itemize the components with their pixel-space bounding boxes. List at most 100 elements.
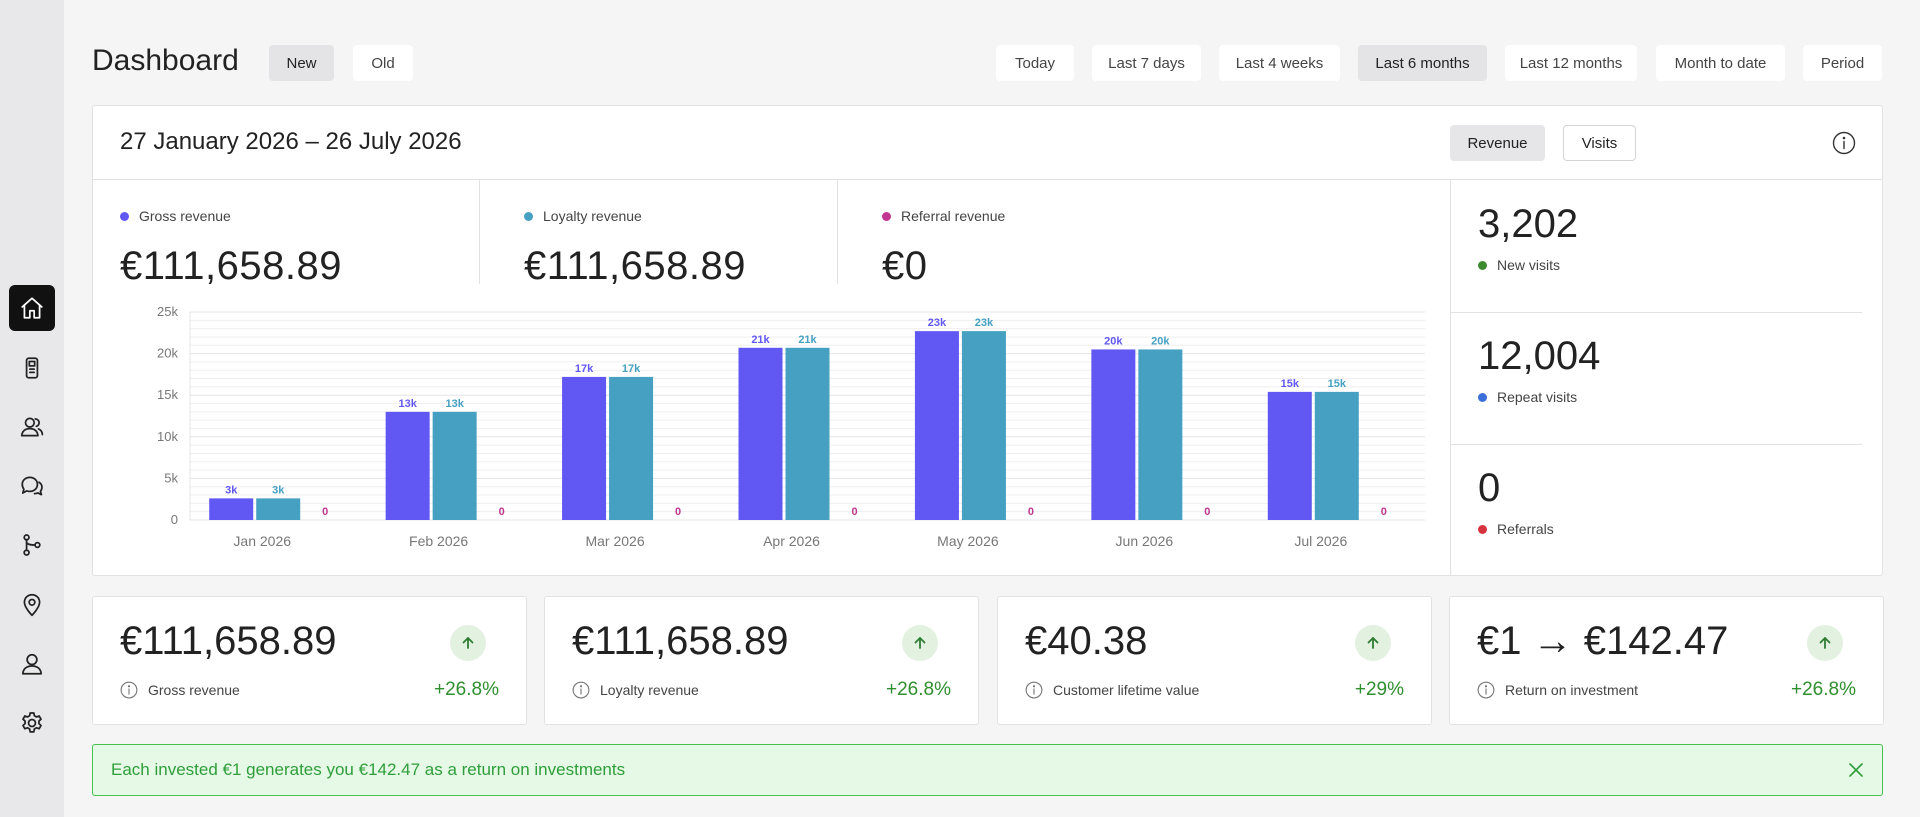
bar-data-label: 17k — [622, 363, 641, 375]
bar-loyalty-revenue — [256, 498, 301, 520]
info-icon[interactable] — [572, 681, 590, 699]
period-tab-today[interactable]: Today — [996, 45, 1074, 81]
bar-loyalty-revenue — [785, 347, 830, 520]
bar-loyalty-revenue — [1314, 391, 1359, 520]
info-icon[interactable] — [1832, 131, 1856, 155]
toggle-visits-button[interactable]: Visits — [1563, 125, 1636, 161]
bar-gross-revenue — [385, 411, 430, 520]
kpi-change: +26.8% — [434, 679, 499, 700]
bar-gross-revenue — [738, 347, 783, 520]
bar-data-label: 0 — [851, 506, 857, 518]
y-tick-label: 10k — [157, 429, 178, 444]
close-icon[interactable] — [1846, 760, 1866, 780]
side-label-text: New visits — [1497, 257, 1561, 273]
kpi-card-gross-revenue: €111,658.89 Gross revenue +26.8% — [92, 596, 527, 725]
metric-divider — [837, 180, 838, 284]
bar-data-label: 20k — [1104, 335, 1123, 347]
bar-loyalty-revenue — [432, 411, 477, 520]
bar-data-label: 3k — [225, 484, 238, 496]
repeat-visits-dot — [1478, 392, 1487, 402]
period-tab-month-to-date[interactable]: Month to date — [1656, 45, 1785, 81]
y-tick-label: 5k — [164, 470, 178, 485]
page-title: Dashboard — [92, 44, 239, 77]
bar-data-label: 23k — [928, 317, 947, 329]
bar-data-label: 3k — [272, 484, 285, 496]
side-stat-divider — [1450, 312, 1862, 313]
trend-up-icon — [450, 625, 486, 661]
bar-data-label: 0 — [675, 506, 681, 518]
info-icon[interactable] — [1477, 681, 1495, 699]
kpi-label-text: Return on investment — [1505, 682, 1639, 698]
bar-data-label: 21k — [798, 334, 817, 346]
period-tab-last-6-months[interactable]: Last 6 months — [1358, 45, 1487, 81]
bar-loyalty-revenue — [1138, 349, 1183, 520]
kpi-card-return-on-investment: €1 → €142.47 Return on investment +26.8% — [1449, 596, 1884, 725]
sidebar-item-settings[interactable] — [9, 700, 55, 746]
period-tab-last-7-days[interactable]: Last 7 days — [1092, 45, 1201, 81]
segment-tab-new[interactable]: New — [269, 45, 334, 81]
card-divider — [93, 179, 1883, 180]
bar-loyalty-revenue — [961, 331, 1006, 520]
metric-gross-revenue-value: €111,658.89 — [120, 244, 343, 288]
roi-banner: Each invested €1 generates you €142.47 a… — [92, 744, 1883, 796]
trend-up-icon — [902, 625, 938, 661]
sidebar-item-home[interactable] — [9, 285, 55, 331]
x-tick-label: May 2026 — [937, 533, 999, 549]
segment-tab-old[interactable]: Old — [353, 45, 413, 81]
x-tick-label: Jul 2026 — [1294, 533, 1347, 549]
new-visits-value: 3,202 — [1478, 202, 1579, 246]
sidebar-item-chat[interactable] — [9, 463, 55, 509]
bar-loyalty-revenue — [609, 376, 654, 520]
metric-referral-revenue-label: Referral revenue — [882, 208, 1005, 224]
bar-gross-revenue — [562, 376, 607, 520]
info-icon[interactable] — [120, 681, 138, 699]
metric-gross-revenue-label: Gross revenue — [120, 208, 231, 224]
repeat-visits-label: Repeat visits — [1478, 389, 1858, 405]
x-tick-label: Mar 2026 — [585, 533, 644, 549]
kpi-card-loyalty-revenue: €111,658.89 Loyalty revenue +26.8% — [544, 596, 979, 725]
referrals-value: 0 — [1478, 466, 1501, 510]
info-icon[interactable] — [1025, 681, 1043, 699]
metric-referral-revenue-value: €0 — [882, 244, 928, 288]
bar-data-label: 15k — [1328, 378, 1347, 390]
kpi-value: €1 → €142.47 — [1477, 619, 1729, 663]
side-stat-referrals: 0 Referrals — [1478, 466, 1858, 537]
side-label-text: Referrals — [1497, 521, 1554, 537]
bar-data-label: 0 — [322, 506, 328, 518]
period-tab-last-12-months[interactable]: Last 12 months — [1505, 45, 1637, 81]
metric-label-text: Referral revenue — [901, 208, 1006, 224]
sidebar-item-user[interactable] — [9, 641, 55, 687]
bar-data-label: 21k — [751, 334, 770, 346]
kpi-label: Gross revenue — [120, 681, 240, 699]
sidebar-item-users[interactable] — [9, 404, 55, 450]
period-tab-period[interactable]: Period — [1803, 45, 1882, 81]
y-tick-label: 0 — [171, 512, 178, 527]
users-icon — [20, 417, 44, 437]
user-icon — [21, 653, 43, 675]
loyalty-revenue-dot — [524, 211, 533, 221]
metric-loyalty-revenue-label: Loyalty revenue — [524, 208, 642, 224]
bar-data-label: 0 — [1204, 506, 1210, 518]
sidebar-item-device[interactable] — [9, 345, 55, 391]
metric-label-text: Loyalty revenue — [543, 208, 642, 224]
x-tick-label: Jan 2026 — [233, 533, 291, 549]
location-icon — [23, 593, 41, 617]
side-stat-divider — [1450, 444, 1862, 445]
x-tick-label: Apr 2026 — [763, 533, 820, 549]
bar-data-label: 0 — [1381, 506, 1387, 518]
y-tick-label: 15k — [157, 387, 178, 402]
kpi-card-customer-lifetime-value: €40.38 Customer lifetime value +29% — [997, 596, 1432, 725]
period-tab-last-4-weeks[interactable]: Last 4 weeks — [1219, 45, 1340, 81]
card-vertical-divider — [1450, 179, 1451, 576]
kpi-label-text: Loyalty revenue — [600, 682, 699, 698]
sidebar-item-location[interactable] — [9, 582, 55, 628]
metric-loyalty-revenue-value: €111,658.89 — [524, 244, 747, 288]
new-visits-label: New visits — [1478, 257, 1858, 273]
bar-data-label: 0 — [499, 506, 505, 518]
kpi-label: Loyalty revenue — [572, 681, 699, 699]
banner-text: Each invested €1 generates you €142.47 a… — [111, 760, 626, 779]
repeat-visits-value: 12,004 — [1478, 334, 1601, 378]
sidebar-item-branch[interactable] — [9, 522, 55, 568]
toggle-revenue-button[interactable]: Revenue — [1450, 125, 1545, 161]
chat-icon — [21, 476, 43, 496]
